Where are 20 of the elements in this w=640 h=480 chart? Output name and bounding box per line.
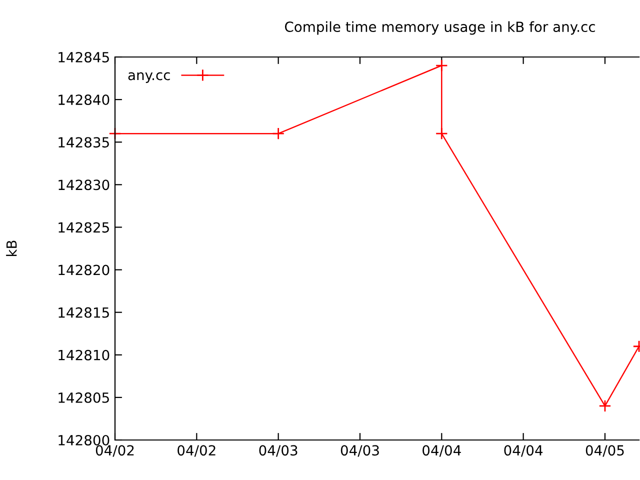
y-tick-label: 142810 bbox=[58, 350, 110, 360]
x-tick-label: 04/03 bbox=[259, 445, 298, 457]
y-tick-label: 142845 bbox=[58, 52, 109, 62]
y-tick-label: 142820 bbox=[58, 264, 110, 276]
y-tick-label: 142835 bbox=[58, 137, 109, 148]
y-tick-label: 142830 bbox=[58, 180, 110, 190]
x-tick-label: 04/02 bbox=[96, 445, 134, 457]
y-tick-label: 142805 bbox=[58, 392, 109, 403]
x-tick-label: 04/04 bbox=[422, 445, 461, 457]
y-tick-label: 142840 bbox=[58, 94, 110, 106]
x-tick-label: 04/05 bbox=[586, 445, 624, 457]
y-tick-label: 142800 bbox=[58, 434, 110, 446]
chart-title: Compile time memory usage in kB for any.cc bbox=[284, 21, 595, 35]
legend-label: any.cc bbox=[128, 72, 170, 83]
x-tick-label: 04/02 bbox=[178, 445, 216, 457]
y-tick-label: 142825 bbox=[58, 222, 109, 233]
x-tick-label: 04/04 bbox=[504, 445, 543, 457]
y-axis-title: kB bbox=[6, 240, 17, 256]
x-tick-label: 04/03 bbox=[340, 445, 379, 457]
y-tick-label: 142815 bbox=[58, 307, 109, 318]
